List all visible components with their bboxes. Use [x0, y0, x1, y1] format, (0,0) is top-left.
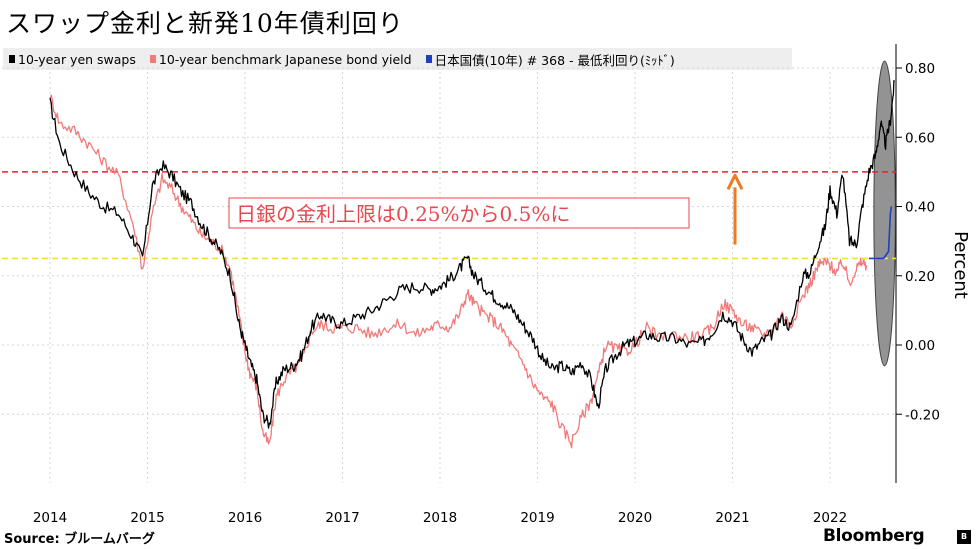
annotation-arrow-head: [726, 173, 744, 191]
series-line-benchmark: [49, 94, 868, 449]
x-tick-label: 2021: [715, 510, 749, 526]
legend-swatch-jgb368: [425, 55, 432, 63]
x-tick-label: 2020: [618, 510, 652, 526]
legend-swatch-swaps: [9, 55, 15, 63]
x-tick-label: 2022: [813, 510, 847, 526]
source-note: Source: ブルームバーグ: [4, 532, 155, 547]
legend-item-benchmark: 10-year benchmark Japanese bond yield: [149, 51, 412, 67]
y-tick-label: 0.00: [905, 338, 935, 354]
x-tick-label: 2019: [520, 510, 554, 526]
x-tick-label: 2017: [325, 510, 359, 526]
legend: 10-year yen swaps 10-year benchmark Japa…: [3, 48, 792, 70]
legend-swatch-benchmark: [149, 55, 156, 63]
annotation-box: [228, 197, 690, 229]
y-axis-title: Percent: [950, 231, 971, 299]
brand-logo: Bloomberg: [823, 526, 925, 546]
legend-label-benchmark: 10-year benchmark Japanese bond yield: [158, 51, 412, 67]
y-tick-label: -0.20: [905, 407, 940, 423]
x-tick-label: 2018: [423, 510, 457, 526]
chart-title: スワップ金利と新発10年債利回り: [6, 9, 404, 38]
bloomberg-terminal-icon: B: [957, 530, 971, 544]
legend-item-swaps: 10-year yen swaps: [9, 52, 136, 67]
series-line-swaps: [49, 79, 896, 429]
x-tick-label: 2015: [130, 510, 164, 526]
y-tick-label: 0.60: [905, 130, 935, 146]
x-tick-label: 2016: [228, 510, 262, 526]
series-line-jgb368: [869, 206, 893, 260]
y-tick-label: 0.40: [905, 200, 935, 216]
legend-item-jgb368: 日本国債(10年) # 368 - 最低利回り(ﾐｯﾄﾞ): [425, 50, 675, 69]
y-tick-label: 0.80: [905, 61, 935, 77]
annotation-text: 日銀の金利上限は0.25%から0.5%に: [236, 202, 570, 226]
x-tick-label: 2014: [33, 510, 67, 526]
y-tick-label: 0.20: [905, 269, 935, 285]
legend-label-jgb368: 日本国債(10年) # 368 - 最低利回り(ﾐｯﾄﾞ): [434, 52, 675, 68]
legend-label-swaps: 10-year yen swaps: [18, 51, 136, 67]
